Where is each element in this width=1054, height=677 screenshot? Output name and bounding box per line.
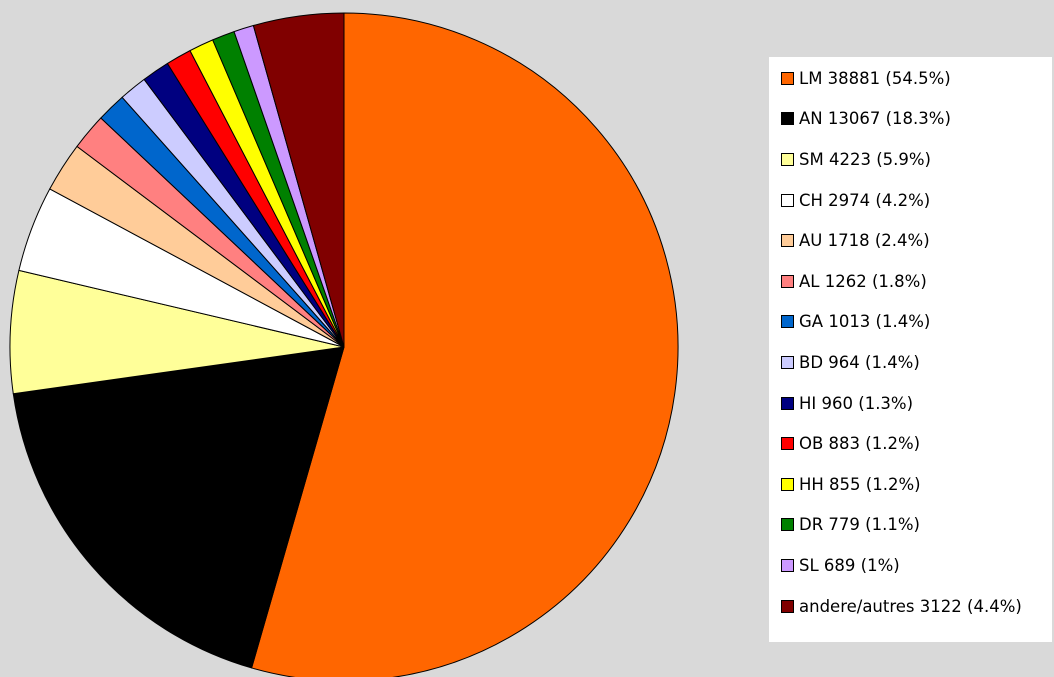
legend-item-lm: LM 38881 (54.5%)	[781, 58, 1052, 99]
legend-item-ch: CH 2974 (4.2%)	[781, 180, 1052, 221]
legend-item-sl: SL 689 (1%)	[781, 545, 1052, 586]
legend-label: BD 964 (1.4%)	[799, 353, 920, 372]
legend-label: GA 1013 (1.4%)	[799, 312, 930, 331]
legend-swatch	[781, 234, 794, 247]
legend-item-ga: GA 1013 (1.4%)	[781, 302, 1052, 343]
legend-swatch	[781, 275, 794, 288]
legend-swatch	[781, 112, 794, 125]
legend-item-au: AU 1718 (2.4%)	[781, 220, 1052, 261]
legend-label: LM 38881 (54.5%)	[799, 69, 951, 88]
legend-item-bd: BD 964 (1.4%)	[781, 342, 1052, 383]
chart-legend: LM 38881 (54.5%) AN 13067 (18.3%) SM 4223 …	[769, 57, 1052, 642]
legend-label: SM 4223 (5.9%)	[799, 150, 931, 169]
legend-swatch	[781, 518, 794, 531]
legend-item-an: AN 13067 (18.3%)	[781, 99, 1052, 140]
legend-swatch	[781, 478, 794, 491]
legend-swatch	[781, 600, 794, 613]
legend-item-ob: OB 883 (1.2%)	[781, 423, 1052, 464]
legend-item-al: AL 1262 (1.8%)	[781, 261, 1052, 302]
legend-label: CH 2974 (4.2%)	[799, 191, 930, 210]
legend-swatch	[781, 397, 794, 410]
legend-item-sm: SM 4223 (5.9%)	[781, 139, 1052, 180]
legend-item-andere-autres: andere/autres 3122 (4.4%)	[781, 586, 1052, 627]
legend-label: AL 1262 (1.8%)	[799, 272, 927, 291]
legend-swatch	[781, 72, 794, 85]
legend-swatch	[781, 153, 794, 166]
legend-label: andere/autres 3122 (4.4%)	[799, 597, 1022, 616]
legend-label: HH 855 (1.2%)	[799, 475, 921, 494]
legend-label: OB 883 (1.2%)	[799, 434, 920, 453]
legend-label: AU 1718 (2.4%)	[799, 231, 930, 250]
legend-swatch	[781, 315, 794, 328]
legend-label: DR 779 (1.1%)	[799, 515, 920, 534]
pie-chart	[0, 0, 700, 677]
legend-item-hi: HI 960 (1.3%)	[781, 383, 1052, 424]
legend-label: HI 960 (1.3%)	[799, 394, 913, 413]
legend-swatch	[781, 356, 794, 369]
legend-item-dr: DR 779 (1.1%)	[781, 505, 1052, 546]
legend-label: SL 689 (1%)	[799, 556, 900, 575]
legend-swatch	[781, 194, 794, 207]
legend-swatch	[781, 559, 794, 572]
legend-swatch	[781, 437, 794, 450]
legend-label: AN 13067 (18.3%)	[799, 109, 951, 128]
legend-item-hh: HH 855 (1.2%)	[781, 464, 1052, 505]
